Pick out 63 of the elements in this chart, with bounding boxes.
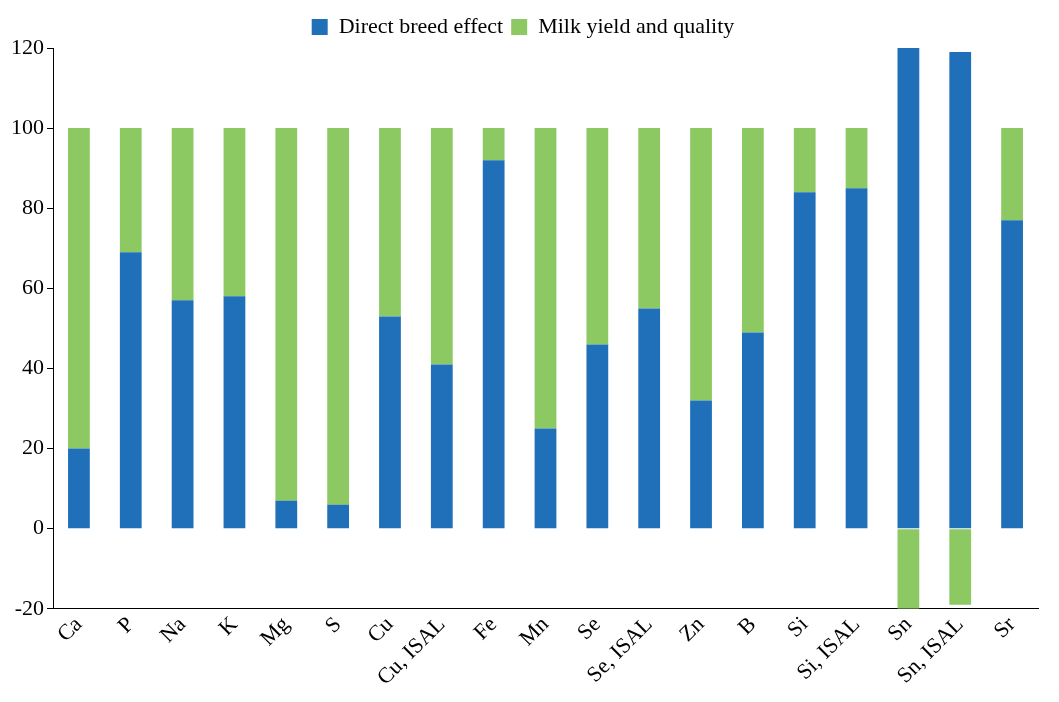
- bar: [379, 316, 401, 529]
- bar: [223, 128, 246, 297]
- y-tick-label: 60: [22, 274, 44, 300]
- bar: [275, 500, 298, 529]
- bar: [275, 128, 298, 501]
- x-tick-label: Zn: [673, 611, 709, 647]
- y-tick-label: -20: [14, 594, 44, 620]
- bar: [897, 48, 920, 529]
- x-tick-label: Si: [781, 611, 813, 642]
- bar: [845, 128, 868, 189]
- bar: [534, 128, 557, 429]
- bar: [223, 296, 246, 529]
- y-tick-label: 100: [11, 113, 44, 139]
- bar: [430, 128, 453, 365]
- y-tick-label: 80: [22, 194, 44, 220]
- bar: [690, 400, 712, 529]
- bar: [638, 128, 661, 309]
- x-tick-label: Sr: [988, 610, 1021, 643]
- bar: [638, 308, 661, 529]
- x-tick-label: Sn: [881, 611, 917, 646]
- bar: [741, 128, 764, 333]
- bar: [327, 504, 350, 529]
- bar: [949, 529, 972, 605]
- legend-label: Milk yield and quality: [538, 12, 735, 38]
- x-tick-label: Fe: [468, 611, 502, 645]
- x-tick-label: Na: [154, 610, 191, 647]
- bar: [793, 192, 816, 529]
- bar: [482, 160, 505, 529]
- bar: [1001, 128, 1023, 221]
- bar: [430, 364, 453, 529]
- bar: [897, 529, 920, 609]
- bar: [741, 332, 764, 529]
- y-tick-label: 120: [11, 33, 44, 59]
- y-tick-label: 20: [22, 434, 44, 460]
- x-tick-label: Mn: [513, 611, 554, 651]
- y-tick-label: 40: [22, 354, 44, 380]
- legend-label: Direct breed effect: [338, 12, 504, 38]
- bar: [327, 128, 350, 505]
- bar: [845, 188, 868, 529]
- bar: [379, 128, 401, 317]
- bar: [586, 128, 609, 345]
- bar: [690, 128, 712, 401]
- x-tick-label: Se: [571, 611, 605, 645]
- y-tick-label: 0: [33, 514, 44, 540]
- bar: [586, 344, 609, 529]
- bar: [949, 52, 972, 529]
- x-tick-label: Mg: [254, 611, 294, 651]
- bar: [482, 128, 505, 161]
- bar: [171, 300, 194, 529]
- x-tick-label: Ca: [51, 610, 87, 647]
- x-tick-label: B: [732, 611, 761, 640]
- x-tick-label: S: [319, 611, 346, 638]
- x-tick-label: K: [213, 611, 243, 641]
- x-tick-label: Cu: [361, 611, 398, 647]
- bar: [68, 128, 90, 449]
- bar: [68, 448, 90, 529]
- bar: [534, 428, 557, 529]
- bar: [793, 128, 816, 193]
- x-tick-label: P: [112, 611, 139, 638]
- bar: [119, 252, 142, 529]
- bar: [171, 128, 194, 301]
- bar: [119, 128, 142, 253]
- bar: [1001, 220, 1023, 529]
